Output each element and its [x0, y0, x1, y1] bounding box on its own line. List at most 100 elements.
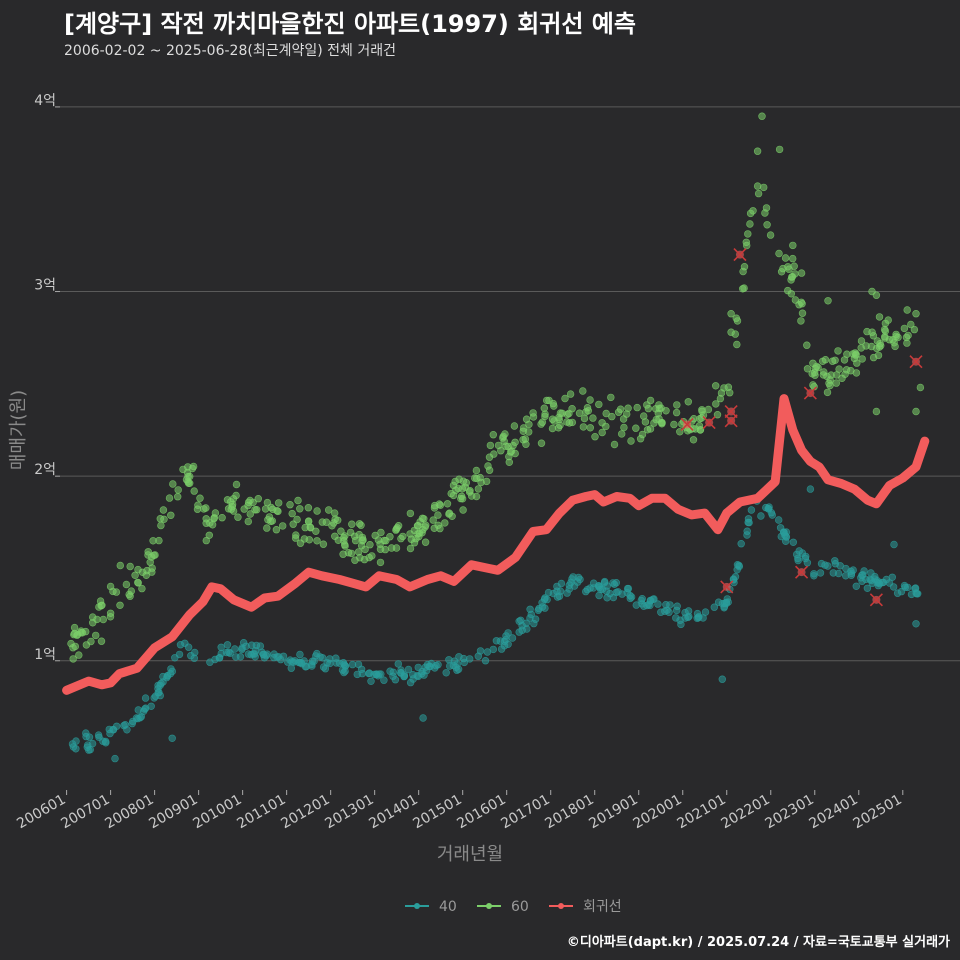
- y-axis-title: 매매가(원): [8, 390, 29, 470]
- data-point-60: [106, 582, 115, 591]
- data-point-40: [223, 641, 232, 649]
- data-point-40: [497, 645, 506, 653]
- data-point-60: [399, 532, 407, 541]
- data-point-40: [567, 578, 575, 587]
- data-point-60: [82, 641, 91, 649]
- data-point-60: [781, 254, 790, 262]
- data-point-60: [272, 525, 281, 534]
- outlier-marker: [724, 414, 738, 428]
- data-point-40: [83, 741, 92, 749]
- data-point-40: [623, 584, 632, 593]
- data-point-40: [852, 582, 860, 590]
- data-point-60: [420, 515, 428, 523]
- legend-dot: [558, 903, 564, 909]
- data-point-40: [240, 638, 248, 647]
- data-point-60: [672, 408, 681, 417]
- data-point-60: [627, 437, 635, 445]
- data-point-60: [575, 409, 584, 417]
- data-point-60: [206, 519, 214, 527]
- data-point-60: [394, 521, 403, 530]
- data-point-60: [351, 532, 359, 540]
- data-point-60: [643, 426, 652, 434]
- data-point-60: [486, 441, 495, 450]
- data-point-60: [506, 448, 515, 456]
- data-point-40: [810, 570, 818, 578]
- data-point-60: [354, 548, 363, 556]
- data-point-60: [291, 534, 300, 542]
- data-point-40: [481, 656, 490, 665]
- data-point-60: [449, 491, 458, 500]
- data-point-60: [422, 521, 430, 529]
- data-point-40: [134, 714, 142, 723]
- data-point-40: [618, 590, 626, 598]
- data-point-60: [448, 512, 456, 520]
- data-point-40: [868, 579, 876, 587]
- data-point-60: [720, 384, 728, 392]
- source-footer: ©디아파트(dapt.kr) / 2025.07.24 / 자료=국토교통부 실…: [566, 935, 950, 950]
- data-point-60: [646, 396, 655, 405]
- legend-item-60: 60: [477, 899, 529, 915]
- data-point-60: [143, 566, 151, 575]
- data-point-40: [171, 654, 179, 662]
- data-point-60: [313, 507, 321, 515]
- data-point-60: [254, 495, 262, 503]
- data-point-60: [550, 402, 558, 410]
- data-point-40: [339, 658, 348, 667]
- data-point-60: [797, 269, 806, 277]
- data-point-60: [545, 396, 553, 405]
- data-point-40: [319, 663, 328, 671]
- x-tick-label: 200601: [14, 792, 68, 833]
- data-point-60: [313, 537, 321, 545]
- data-point-40: [123, 726, 131, 734]
- regression-line: [62, 394, 930, 695]
- data-point-40: [878, 578, 887, 587]
- data-point-60: [306, 523, 314, 531]
- data-point-40: [803, 558, 812, 567]
- data-point-60: [482, 477, 491, 486]
- data-point-60: [304, 517, 313, 525]
- outlier-marker: [724, 404, 738, 419]
- data-point-60: [797, 317, 805, 325]
- data-point-60: [725, 389, 734, 397]
- chart-subtitle: 2006-02-02 ~ 2025-06-28(최근계약일) 전체 거래건: [64, 43, 396, 59]
- data-point-60: [174, 493, 182, 501]
- data-point-60: [126, 562, 134, 571]
- data-point-60: [167, 511, 175, 519]
- data-point-60: [863, 327, 871, 336]
- data-point-40: [466, 655, 474, 663]
- data-point-60: [348, 520, 356, 528]
- data-point-60: [916, 383, 925, 392]
- data-point-40: [167, 665, 175, 673]
- data-point-60: [69, 655, 77, 663]
- data-point-60: [331, 532, 339, 540]
- data-point-60: [99, 615, 108, 624]
- x-tick-label: 201901: [586, 792, 640, 833]
- data-point-40: [530, 619, 538, 628]
- data-point-60: [849, 350, 857, 358]
- data-point-60: [468, 492, 476, 500]
- x-tick-label: 200801: [102, 792, 156, 833]
- data-point-60: [620, 423, 628, 432]
- data-point-60: [869, 353, 878, 362]
- data-point-40: [150, 694, 158, 702]
- data-point-60: [633, 403, 641, 412]
- data-point-60: [340, 533, 348, 542]
- data-point-60: [834, 347, 842, 355]
- data-point-60: [330, 519, 338, 527]
- legend-dot: [486, 903, 492, 909]
- data-point-60: [568, 418, 576, 427]
- data-point-60: [406, 530, 414, 538]
- data-point-60: [376, 545, 385, 553]
- data-point-60: [775, 145, 784, 154]
- data-point-60: [289, 520, 297, 528]
- data-point-60: [608, 412, 616, 421]
- data-point-60: [341, 542, 349, 550]
- data-point-60: [556, 421, 564, 429]
- data-point-40: [903, 583, 912, 592]
- data-point-60: [261, 505, 270, 513]
- outlier-marker: [794, 565, 809, 579]
- data-point-40: [563, 589, 571, 597]
- outlier-cross: [720, 580, 734, 594]
- data-point-40: [419, 714, 427, 722]
- data-point-60: [823, 388, 832, 397]
